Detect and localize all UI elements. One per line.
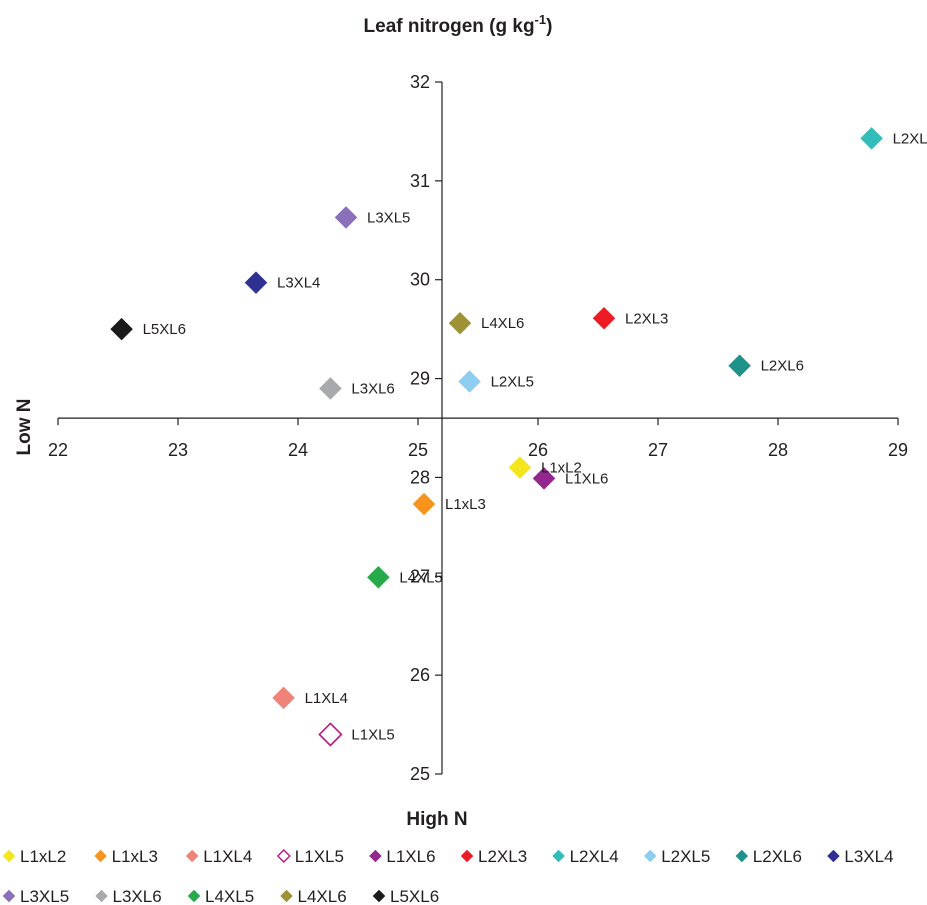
- data-label-l1xl2: L1xL2: [541, 460, 582, 477]
- legend-label-l1xl6: L1XL6: [386, 847, 435, 866]
- legend-marker-l3xl4: [827, 849, 840, 863]
- y-tick-label: 26: [410, 665, 430, 685]
- data-label-l1xl3: L1xL3: [445, 496, 486, 513]
- data-label-l3xl6: L3XL6: [351, 380, 394, 397]
- data-point-l1xl2: [508, 456, 532, 479]
- tick-labels: 22 23 24 25 26 27 28 29 25 26 27 28 29 30 31 32: [48, 72, 908, 784]
- data-label-l2xl4: L2XL4: [893, 130, 927, 147]
- chart-title: Leaf nitrogen (g kg-1): [364, 12, 553, 37]
- axes: [57, 81, 899, 775]
- chart-title-main: Leaf nitrogen (g kg: [364, 16, 535, 37]
- legend-marker-l3xl5: [2, 889, 16, 903]
- y-tick-label: 32: [410, 72, 430, 92]
- data-label-l2xl5: L2XL5: [491, 374, 534, 391]
- data-label-l5xl6: L5XL6: [143, 321, 186, 338]
- legend-marker-l2xl3: [460, 849, 474, 863]
- legend-label-l2xl5: L2XL5: [661, 847, 710, 866]
- data-point-l1xl5: [318, 722, 343, 747]
- legend-marker-l1xl5: [276, 849, 291, 863]
- legend-label-l3xl4: L3XL4: [844, 847, 893, 866]
- x-tick-label: 22: [48, 440, 68, 460]
- legend-label-l2xl6: L2XL6: [753, 847, 802, 866]
- y-tick-label: 25: [410, 764, 430, 784]
- legend-marker-l4xl6: [280, 889, 293, 903]
- data-label-l1xl4: L1XL4: [305, 690, 348, 707]
- data-label-l1xl6: L1XL6: [565, 470, 608, 487]
- data-point-l3xl6: [319, 377, 342, 400]
- data-point-l3xl4: [244, 271, 268, 295]
- y-axis-title: Low N: [14, 399, 35, 456]
- chart-title-superscript: -1: [535, 12, 547, 27]
- legend-marker-l1xl6: [369, 849, 382, 863]
- chart-title-close: ): [546, 16, 552, 37]
- data-point-l2xl6: [728, 354, 751, 378]
- legend-label-l4xl6: L4XL6: [298, 887, 347, 905]
- y-tick-label: 30: [410, 270, 430, 290]
- data-label-l4xl5: L4XL5: [399, 569, 442, 586]
- legend-label-l2xl3: L2XL3: [478, 847, 527, 866]
- data-label-l1xl5: L1XL5: [351, 726, 394, 743]
- data-point-l1xl4: [272, 686, 295, 710]
- x-tick-label: 25: [408, 440, 428, 460]
- data-point-l3xl5: [334, 206, 358, 229]
- legend-label-l1xl3: L1xL3: [112, 847, 158, 866]
- x-axis-title: High N: [406, 809, 467, 830]
- x-tick-label: 24: [288, 440, 308, 460]
- data-label-l3xl4: L3XL4: [277, 275, 320, 292]
- data-label-l4xl6: L4XL6: [481, 315, 524, 332]
- legend-marker-l3xl6: [95, 889, 108, 903]
- data-point-l1xl3: [412, 492, 436, 516]
- legend-label-l4xl5: L4XL5: [205, 887, 254, 905]
- data-point-l4xl5: [367, 565, 390, 589]
- y-tick-label: 27: [410, 566, 430, 586]
- data-label-l2xl3: L2XL3: [625, 310, 668, 327]
- x-tick-label: 29: [888, 440, 908, 460]
- legend: L1xL2 L1xL3 L1XL4 L1XL5 L1XL6 L2XL3 L2XL4 L2XL5…: [2, 847, 894, 905]
- legend-marker-l2xl6: [735, 849, 749, 863]
- data-point-l1xl6: [532, 467, 556, 490]
- legend-marker-l1xl3: [94, 849, 107, 863]
- legend-marker-l4xl5: [187, 889, 201, 903]
- data-point-l2xl4: [860, 126, 883, 150]
- legend-marker-l1xl2: [2, 849, 16, 863]
- data-point-l5xl6: [110, 317, 133, 341]
- y-tick-label: 31: [410, 171, 430, 191]
- legend-marker-l5xl6: [372, 889, 386, 903]
- legend-label-l3xl5: L3XL5: [20, 887, 69, 905]
- x-tick-label: 26: [528, 440, 548, 460]
- x-tick-label: 28: [768, 440, 788, 460]
- legend-marker-l2xl4: [552, 849, 565, 863]
- legend-label-l1xl5: L1XL5: [295, 847, 344, 866]
- y-tick-label: 29: [410, 369, 430, 389]
- x-tick-label: 27: [648, 440, 668, 460]
- data-point-l2xl3: [592, 306, 616, 330]
- data-points: [110, 126, 883, 747]
- data-labels: L1xL2 L1xL3 L1XL4 L1XL5 L1XL6 L2XL3 L2XL4 L2XL5…: [143, 130, 927, 743]
- legend-label-l2xl4: L2XL4: [570, 847, 619, 866]
- x-tick-label: 23: [168, 440, 188, 460]
- legend-label-l1xl2: L1xL2: [20, 847, 66, 866]
- data-label-l2xl6: L2XL6: [761, 358, 804, 375]
- y-tick-label: 28: [410, 467, 430, 487]
- data-label-l3xl5: L3XL5: [367, 209, 410, 226]
- legend-marker-l1xl4: [185, 849, 199, 863]
- legend-label-l1xl4: L1XL4: [203, 847, 252, 866]
- legend-label-l3xl6: L3XL6: [113, 887, 162, 905]
- legend-label-l5xl6: L5XL6: [390, 887, 439, 905]
- legend-marker-l2xl5: [643, 849, 657, 863]
- data-point-l2xl5: [458, 370, 481, 393]
- data-point-l4xl6: [448, 311, 472, 335]
